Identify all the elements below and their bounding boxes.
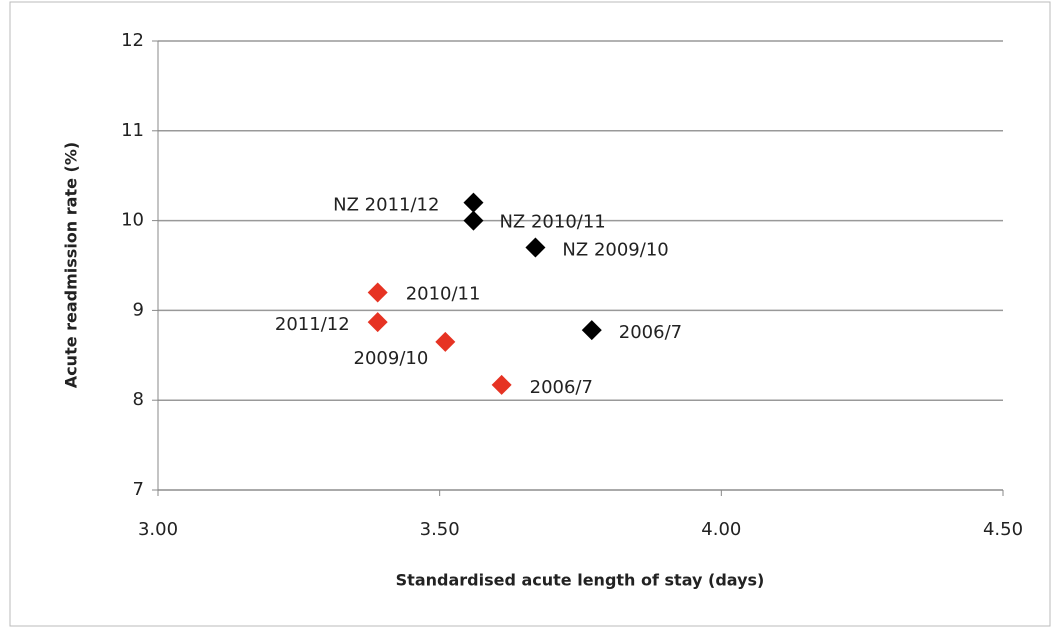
- point-label: 2006/7: [619, 322, 682, 343]
- y-tick-label: 8: [133, 389, 144, 410]
- point-label: NZ 2011/12: [333, 195, 439, 216]
- chart-frame: [9, 1, 1051, 627]
- point-label: 2009/10: [354, 348, 429, 369]
- point-label: NZ 2010/11: [499, 212, 605, 233]
- point-label: 2006/7: [530, 377, 593, 398]
- point: [491, 374, 512, 395]
- point: [367, 282, 388, 303]
- point: [463, 210, 484, 231]
- y-axis-title: Acute readmission rate (%): [62, 142, 81, 388]
- point: [435, 331, 456, 352]
- y-tick-label: 12: [121, 30, 144, 51]
- point: [581, 320, 602, 341]
- x-tick-label: 4.00: [701, 519, 741, 540]
- x-tick-label: 4.50: [983, 519, 1023, 540]
- y-tick-label: 10: [121, 210, 144, 231]
- y-tick-label: 9: [133, 299, 144, 320]
- x-tick-label: 3.50: [420, 519, 460, 540]
- point-label: 2010/11: [406, 283, 481, 304]
- x-axis-title: Standardised acute length of stay (days): [396, 571, 765, 590]
- point: [367, 312, 388, 333]
- point-label: 2011/12: [275, 314, 350, 335]
- point: [525, 237, 546, 258]
- point: [463, 192, 484, 213]
- point-label: NZ 2009/10: [562, 240, 668, 261]
- y-tick-label: 11: [121, 120, 144, 141]
- x-tick-label: 3.00: [138, 519, 178, 540]
- y-tick-label: 7: [133, 479, 144, 500]
